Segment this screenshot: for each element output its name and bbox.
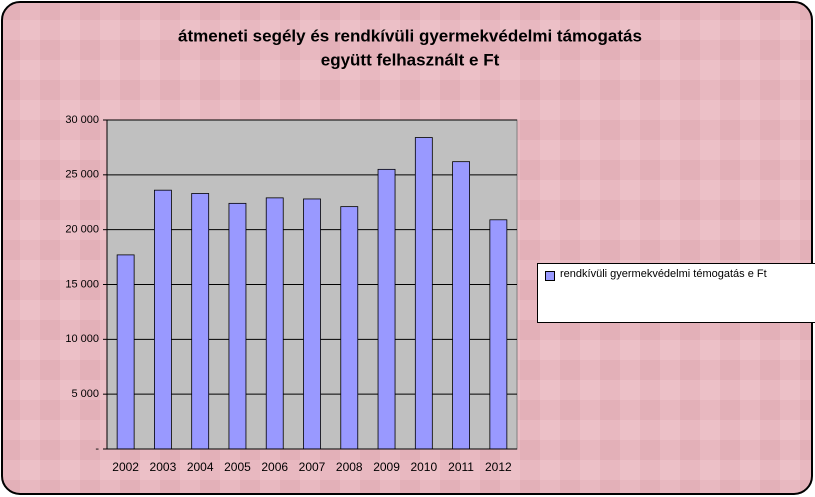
legend-label: rendkívüli gyermekvédelmi témogatás e Ft <box>560 268 767 280</box>
y-tick-label: 30 000 <box>65 114 99 126</box>
bar <box>452 161 470 450</box>
x-tick-label: 2004 <box>187 460 214 474</box>
y-tick-label: 15 000 <box>65 278 99 290</box>
x-tick-label: 2011 <box>448 460 474 474</box>
x-tick-label: 2012 <box>485 460 512 474</box>
x-tick-label: 2009 <box>373 460 400 474</box>
x-tick-label: 2010 <box>410 460 437 474</box>
bar <box>154 189 172 450</box>
x-tick-label: 2008 <box>336 460 363 474</box>
y-tick-label: - <box>95 443 99 455</box>
bar <box>116 254 135 450</box>
y-tick-label: 20 000 <box>65 224 99 236</box>
bar <box>414 137 433 450</box>
x-tick-label: 2007 <box>299 460 326 474</box>
x-tick-label: 2005 <box>224 460 251 474</box>
bar <box>489 219 508 450</box>
chart-title: átmeneti segély és rendkívüli gyermekvéd… <box>178 26 642 45</box>
bar <box>340 206 359 450</box>
legend: rendkívüli gyermekvédelmi témogatás e Ft <box>537 263 815 323</box>
bar <box>228 202 247 450</box>
x-tick-label: 2002 <box>112 460 139 474</box>
bar <box>303 198 321 450</box>
legend-key <box>545 271 555 281</box>
x-tick-label: 2006 <box>261 460 288 474</box>
y-tick-label: 10 000 <box>65 333 99 345</box>
y-tick-label: 25 000 <box>65 169 99 181</box>
bar <box>191 193 210 450</box>
bar <box>377 168 396 450</box>
bar <box>265 197 284 450</box>
chart-title: együtt felhasznált e Ft <box>321 50 500 69</box>
y-tick-label: 5 000 <box>71 388 99 400</box>
x-tick-label: 2003 <box>150 460 177 474</box>
